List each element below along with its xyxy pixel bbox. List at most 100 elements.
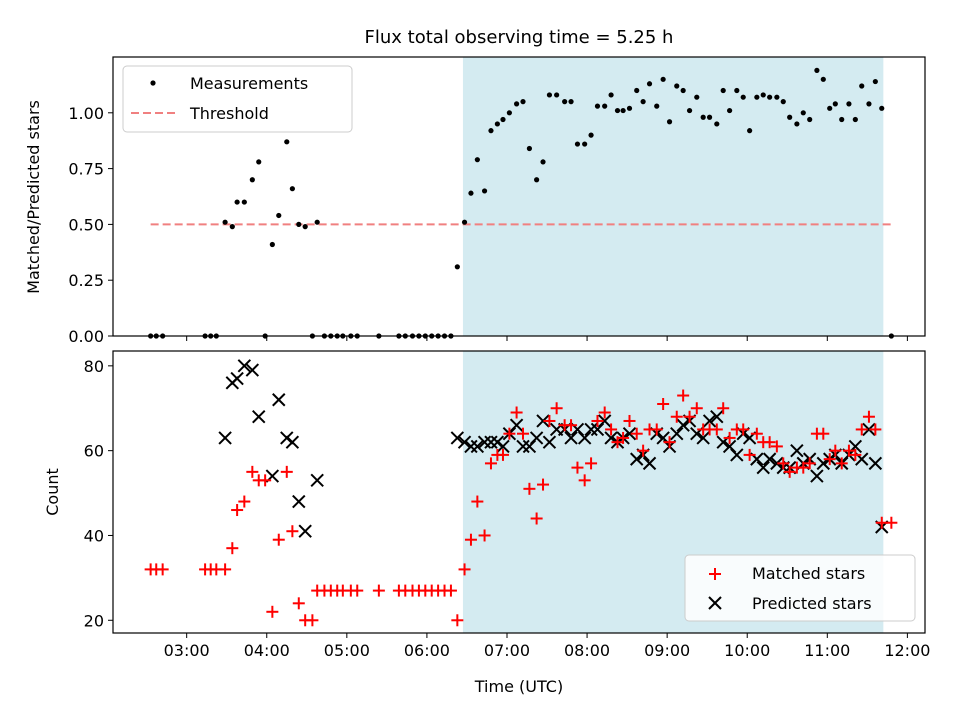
bottom-y-ticks: 20 40 60 80 bbox=[84, 357, 113, 630]
predicted-point bbox=[730, 448, 744, 462]
predicted-stroke bbox=[470, 439, 485, 454]
predicted-stroke bbox=[810, 469, 824, 483]
matched-point bbox=[670, 410, 683, 423]
top-observing-window-shade bbox=[462, 57, 884, 336]
matched-point bbox=[763, 436, 776, 449]
top-shade-layer bbox=[462, 57, 884, 336]
predicted-point bbox=[542, 435, 557, 449]
predicted-stroke bbox=[496, 439, 510, 454]
predicted-point bbox=[457, 435, 472, 449]
measurement-point bbox=[494, 121, 500, 127]
predicted-stroke bbox=[536, 414, 550, 428]
predicted-point bbox=[516, 439, 530, 454]
matched-point bbox=[849, 448, 862, 461]
top-y-tick-label: 1.00 bbox=[68, 104, 104, 123]
matched-point bbox=[797, 461, 810, 474]
matched-point bbox=[663, 436, 676, 449]
predicted-stroke bbox=[272, 393, 286, 407]
predicted-point bbox=[237, 359, 252, 373]
bot-y-tick-label: 20 bbox=[84, 611, 104, 630]
measurement-point bbox=[296, 221, 302, 227]
predicted-stroke bbox=[509, 418, 524, 432]
measurement-point bbox=[461, 219, 468, 225]
top-y-axis-label: Matched/Predicted stars bbox=[24, 100, 43, 294]
bottom-legend-box bbox=[684, 554, 916, 622]
measurement-point bbox=[546, 92, 553, 98]
matched-point bbox=[231, 504, 244, 517]
measurement-point bbox=[767, 94, 773, 100]
matched-point bbox=[451, 614, 464, 627]
predicted-point bbox=[470, 439, 485, 454]
measurement-point bbox=[582, 141, 588, 147]
predicted-stroke bbox=[790, 443, 804, 458]
matched-point bbox=[803, 457, 816, 470]
bottom-x-ticks: 03:00 04:00 05:00 06:00 07:00 08:00 09:00 10:00… bbox=[164, 633, 930, 660]
measurement-point bbox=[634, 87, 640, 94]
matched-point bbox=[259, 474, 272, 487]
predicted-stroke bbox=[218, 431, 232, 445]
predicted-point bbox=[272, 393, 286, 407]
measurement-point bbox=[269, 241, 275, 248]
matched-point bbox=[750, 427, 763, 440]
predicted-stroke bbox=[577, 431, 592, 445]
measurement-point bbox=[256, 159, 262, 165]
predicted-stroke bbox=[298, 524, 312, 538]
predicted-point bbox=[676, 418, 690, 432]
predicted-stroke bbox=[630, 452, 644, 466]
predicted-stroke bbox=[252, 410, 266, 424]
matched-point bbox=[565, 419, 578, 432]
measurement-point bbox=[222, 219, 228, 225]
measurement-point bbox=[488, 128, 494, 134]
predicted-point bbox=[496, 439, 510, 454]
predicted-point bbox=[577, 431, 592, 445]
top-panel: 0.00 0.25 0.50 0.75 1.00 Matched/Predicted s… bbox=[24, 56, 926, 346]
predicted-stroke bbox=[702, 414, 717, 428]
legend-matched-marker bbox=[709, 568, 721, 580]
measurement-point bbox=[640, 99, 646, 105]
predicted-point bbox=[536, 414, 550, 428]
matched-point bbox=[464, 533, 477, 546]
predicted-point bbox=[868, 456, 883, 471]
matched-point bbox=[783, 465, 796, 478]
bot-y-tick-label: 40 bbox=[84, 526, 104, 545]
measurement-point bbox=[827, 105, 833, 111]
x-tick-label: 11:00 bbox=[804, 641, 850, 660]
predicted-point bbox=[642, 456, 657, 471]
matched-point bbox=[770, 440, 783, 453]
measurement-point bbox=[787, 114, 793, 120]
predicted-stroke bbox=[770, 456, 784, 471]
predicted-stroke bbox=[604, 431, 618, 445]
measurement-point bbox=[694, 94, 700, 100]
matched-point bbox=[710, 423, 723, 436]
x-tick-label: 05:00 bbox=[324, 641, 370, 660]
top-axes-frame bbox=[112, 56, 926, 337]
matched-point bbox=[835, 457, 848, 470]
matched-point bbox=[885, 516, 898, 529]
predicted-point bbox=[630, 452, 644, 466]
predicted-stroke bbox=[542, 435, 557, 449]
matched-point bbox=[530, 512, 543, 525]
matched-point bbox=[869, 423, 882, 436]
predicted-point bbox=[310, 473, 324, 488]
predicted-stroke bbox=[245, 363, 260, 377]
matched-point bbox=[737, 423, 750, 436]
bot-y-tick-label: 80 bbox=[84, 357, 104, 376]
measurement-point bbox=[276, 212, 282, 219]
matched-point bbox=[458, 563, 471, 576]
predicted-stroke bbox=[484, 435, 498, 449]
predicted-stroke bbox=[656, 431, 670, 445]
predicted-stroke bbox=[564, 431, 578, 445]
predicted-stroke bbox=[676, 418, 690, 432]
measurement-point bbox=[720, 87, 726, 94]
legend-predicted-label: Predicted stars bbox=[752, 594, 872, 613]
predicted-stroke bbox=[862, 422, 876, 437]
measurement-point bbox=[229, 224, 235, 230]
matched-point bbox=[690, 402, 703, 415]
measurement-point bbox=[714, 121, 720, 127]
predicted-stroke bbox=[310, 473, 324, 488]
predicted-stroke bbox=[570, 422, 585, 437]
matched-point bbox=[605, 423, 618, 436]
predicted-stroke bbox=[868, 456, 883, 471]
top-y-tick-label: 0.50 bbox=[68, 215, 104, 234]
